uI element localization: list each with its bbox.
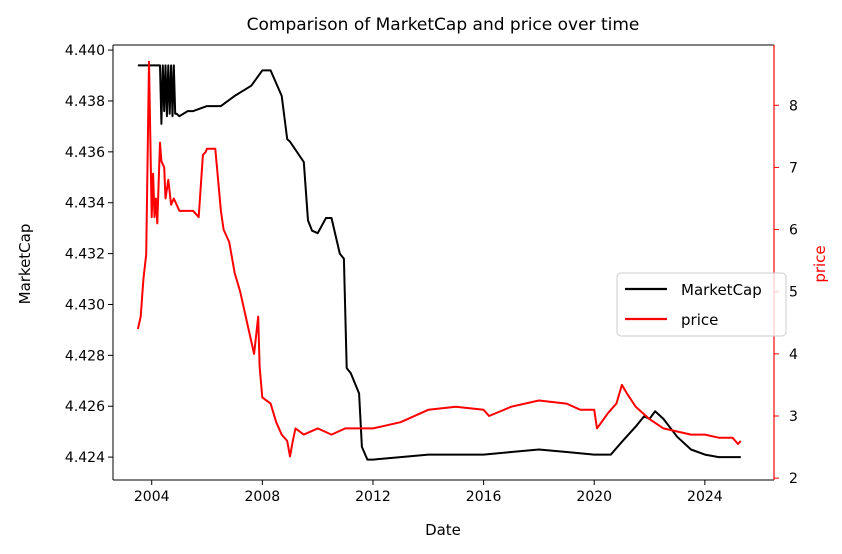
y-right-tick-label: 7 [789, 160, 798, 176]
y-left-tick-label: 4.428 [65, 348, 105, 364]
y-left-tick-label: 4.440 [65, 43, 105, 59]
y-left-tick-label: 4.436 [65, 145, 105, 161]
y-right-tick-label: 3 [789, 409, 798, 425]
legend: MarketCap price [616, 272, 787, 337]
plot-area [136, 60, 742, 461]
x-tick-label: 2020 [576, 489, 612, 505]
y-left-tick-label: 4.432 [65, 247, 105, 263]
x-tick-label: 2012 [355, 489, 391, 505]
series-line-price [136, 60, 742, 458]
y-right-tick-label: 4 [789, 347, 798, 363]
x-tick-label: 2024 [687, 489, 723, 505]
y-right-axis-title: price [811, 245, 829, 282]
legend-marketcap-label: MarketCap [681, 281, 762, 299]
y-right-tick-label: 2 [789, 471, 798, 487]
chart-title: Comparison of MarketCap and price over t… [247, 15, 640, 35]
x-axis-title: Date [425, 521, 461, 539]
y-left-tick-label: 4.430 [65, 297, 105, 313]
legend-price-label: price [681, 311, 718, 329]
y-left-axis-title: MarketCap [16, 224, 34, 305]
x-tick-label: 2016 [466, 489, 502, 505]
series-line-marketcap [137, 64, 741, 461]
x-tick-label: 2008 [245, 489, 281, 505]
axes: 2004 2008 2012 2016 2020 2024 4.424 4.426 4.428 4… [65, 43, 798, 505]
x-tick-label: 2004 [134, 489, 170, 505]
y-right-tick-label: 8 [789, 98, 798, 114]
y-right-tick-label: 6 [789, 223, 798, 239]
y-left-tick-label: 4.438 [65, 94, 105, 110]
y-left-tick-label: 4.426 [65, 399, 105, 415]
y-left-tick-label: 4.424 [65, 450, 105, 466]
y-left-tick-label: 4.434 [65, 196, 105, 212]
y-right-tick-label: 5 [789, 285, 798, 301]
